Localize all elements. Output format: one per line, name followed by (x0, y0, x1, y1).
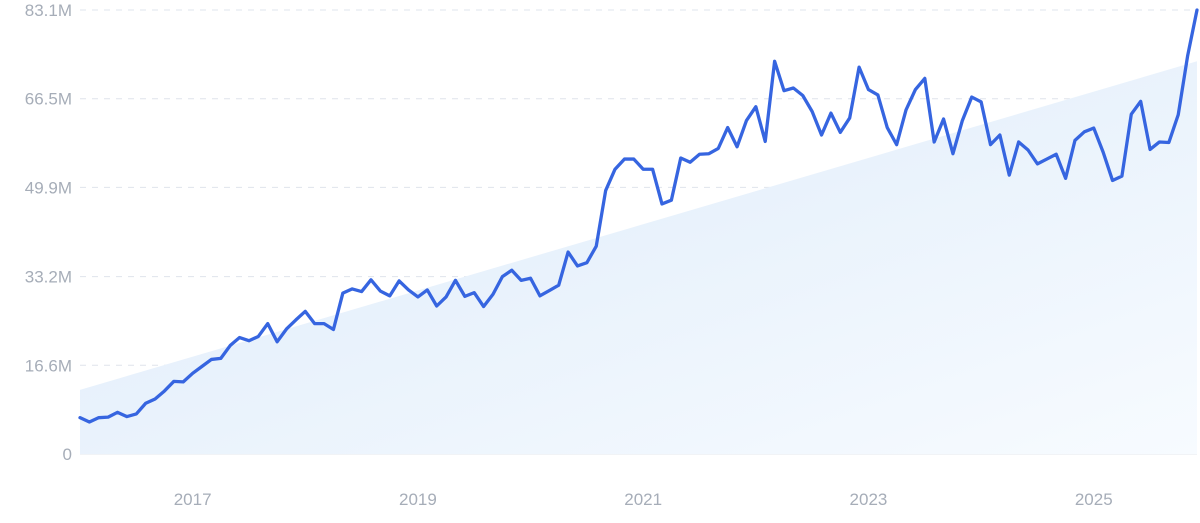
y-tick-label: 0 (63, 445, 72, 464)
y-tick-label: 16.6M (25, 356, 72, 375)
y-tick-label: 33.2M (25, 268, 72, 287)
series-line (78, 8, 1199, 424)
y-tick-label: 49.9M (25, 178, 72, 197)
y-tick-label: 66.5M (25, 90, 72, 109)
x-tick-label: 2017 (174, 490, 212, 509)
x-tick-label: 2025 (1075, 490, 1113, 509)
y-tick-label: 83.1M (25, 1, 72, 20)
series-layer (78, 8, 1199, 424)
x-axis: 2017 2019 2021 2023 2025 (174, 490, 1113, 509)
y-axis: 0 16.6M 33.2M 49.9M 66.5M 83.1M (25, 1, 72, 464)
x-tick-label: 2023 (850, 490, 888, 509)
trend-area (80, 61, 1197, 454)
x-tick-label: 2021 (624, 490, 662, 509)
x-tick-label: 2019 (399, 490, 437, 509)
trend-area-layer (80, 61, 1197, 454)
